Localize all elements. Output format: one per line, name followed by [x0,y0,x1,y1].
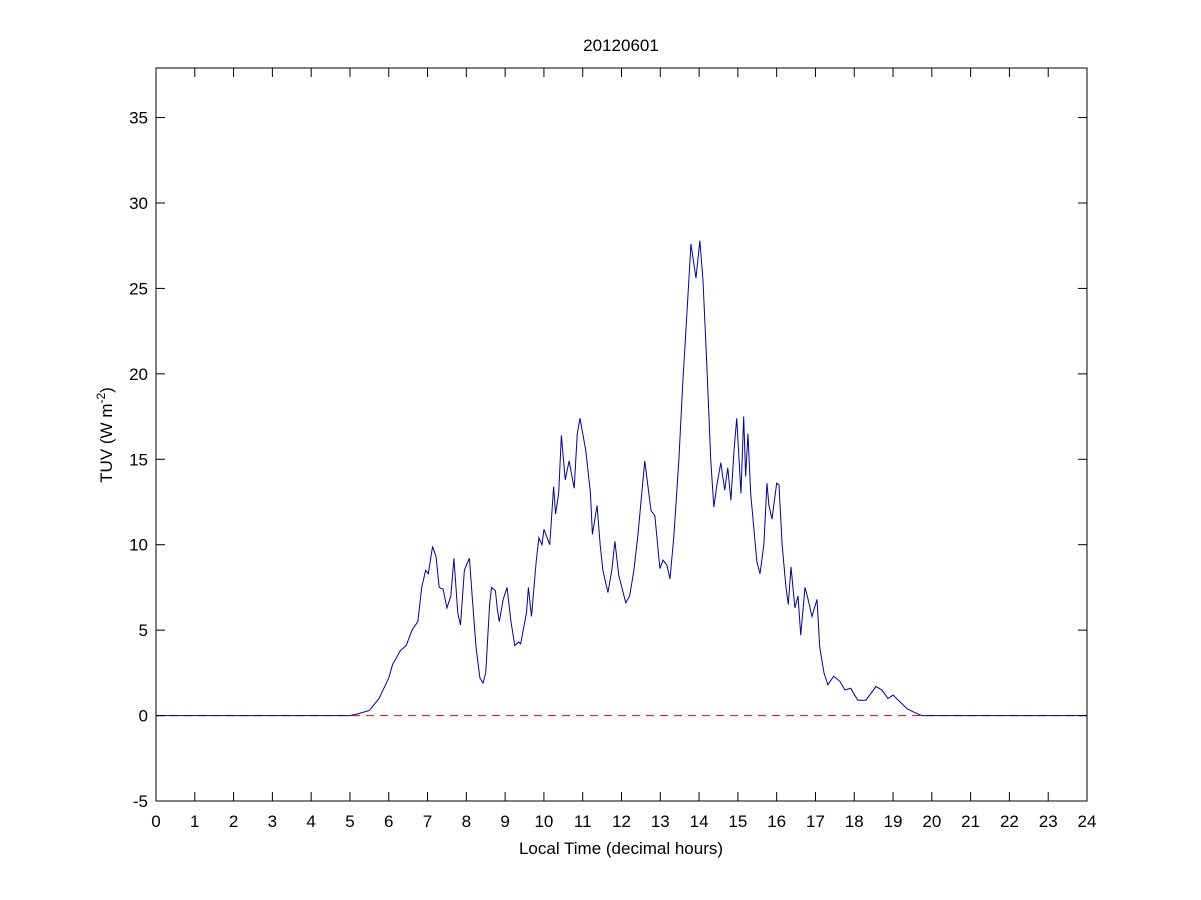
x-tick-label: 5 [345,812,354,831]
x-tick-label: 13 [651,812,670,831]
y-tick-label: 35 [129,109,148,128]
y-axis-label-suffix: ) [97,387,116,393]
chart-title: 20120601 [583,36,659,55]
x-tick-label: 7 [423,812,432,831]
x-tick-label: 10 [534,812,553,831]
y-axis-label-superscript: -2 [94,393,108,404]
y-axis-label: TUV (W m-2) [94,387,116,483]
x-tick-label: 18 [845,812,864,831]
y-tick-label: 25 [129,279,148,298]
x-tick-label: 23 [1039,812,1058,831]
y-tick-label: 10 [129,536,148,555]
y-tick-label: 0 [139,707,148,726]
x-tick-label: 8 [462,812,471,831]
x-tick-label: 15 [728,812,747,831]
x-tick-label: 17 [806,812,825,831]
x-tick-label: 4 [306,812,315,831]
y-axis-label-text: TUV (W m [97,404,116,483]
x-tick-label: 6 [384,812,393,831]
x-tick-label: 0 [151,812,160,831]
y-tick-label: 5 [139,621,148,640]
x-tick-label: 3 [268,812,277,831]
x-tick-label: 11 [574,812,592,831]
x-tick-label: 24 [1078,812,1097,831]
data-line [156,240,1087,717]
x-tick-label: 14 [690,812,709,831]
y-tick-label: 20 [129,365,148,384]
x-tick-label: 20 [922,812,941,831]
x-tick-label: 2 [229,812,238,831]
x-tick-label: 22 [1000,812,1019,831]
y-tick-label: -5 [133,792,148,811]
x-axis-label: Local Time (decimal hours) [519,839,723,858]
x-tick-label: 1 [190,812,199,831]
x-tick-label: 12 [612,812,631,831]
x-tick-label: 19 [884,812,903,831]
y-tick-label: 30 [129,194,148,213]
y-tick-label: 15 [129,450,148,469]
x-tick-label: 9 [500,812,509,831]
x-tick-label: 21 [961,812,980,831]
x-tick-label: 16 [767,812,786,831]
